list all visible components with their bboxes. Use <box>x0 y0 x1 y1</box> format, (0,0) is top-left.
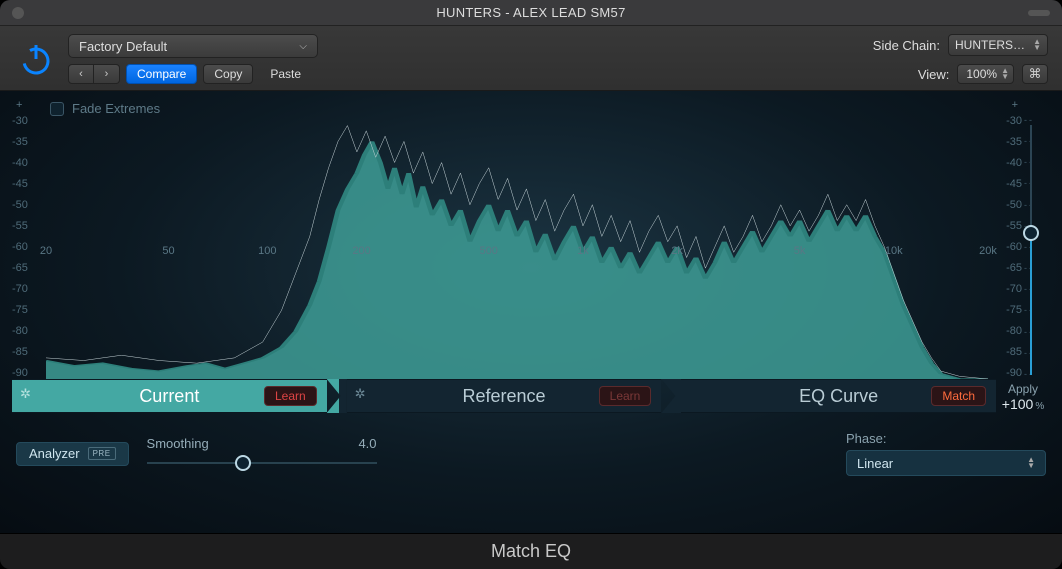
learn-button-current[interactable]: Learn <box>264 386 317 406</box>
stepper-arrows-icon: ▲▼ <box>1033 39 1041 51</box>
window-title: HUNTERS - ALEX LEAD SM57 <box>0 5 1062 20</box>
apply-slider[interactable] <box>1022 125 1040 375</box>
phase-select[interactable]: Linear ▲▼ <box>846 450 1046 476</box>
link-button[interactable]: ⌘ <box>1022 64 1048 84</box>
plugin-name-footer: Match EQ <box>0 533 1062 569</box>
preset-label: Factory Default <box>79 39 167 54</box>
gear-icon: ✲ <box>355 386 366 402</box>
smoothing-label: Smoothing <box>147 436 209 451</box>
bottom-controls: Analyzer PRE Smoothing 4.0 Phase: Linear… <box>16 431 1046 476</box>
tab-current[interactable]: ✲ Current Learn <box>12 379 327 413</box>
checkbox-icon <box>50 102 64 116</box>
tab-reference[interactable]: ✲ Reference Learn <box>347 379 662 413</box>
plus-left: + <box>16 99 22 111</box>
power-button[interactable] <box>14 34 58 84</box>
gear-icon: ✲ <box>20 386 31 402</box>
tab-eqcurve[interactable]: EQ Curve Match <box>681 379 996 413</box>
spectrum-chart[interactable]: + + Fade Extremes -30-35-40-45-50-55-60-… <box>12 97 1050 379</box>
mode-tabs: ✲ Current Learn ✲ Reference Learn EQ Cur… <box>12 379 1050 413</box>
stepper-arrows-icon: ▲▼ <box>1001 68 1009 80</box>
compare-button[interactable]: Compare <box>126 64 197 84</box>
titlebar-pill <box>1028 10 1050 16</box>
smoothing-slider[interactable] <box>147 455 377 471</box>
preset-prev-button[interactable]: ‹ <box>68 64 94 84</box>
analyzer-button[interactable]: Analyzer PRE <box>16 442 129 466</box>
link-icon: ⌘ <box>1029 66 1042 82</box>
view-label: View: <box>918 67 950 82</box>
view-zoom-stepper[interactable]: 100% ▲▼ <box>957 64 1014 84</box>
sidechain-label: Side Chain: <box>873 38 940 53</box>
sidechain-select[interactable]: HUNTERS… ▲▼ <box>948 34 1048 56</box>
match-button[interactable]: Match <box>931 386 986 406</box>
plus-right: + <box>1012 99 1018 111</box>
spectrum-svg <box>46 115 988 379</box>
smoothing-value: 4.0 <box>358 436 376 451</box>
analyzer-mode-badge: PRE <box>88 447 116 460</box>
learn-button-reference[interactable]: Learn <box>599 386 652 406</box>
preset-next-button[interactable]: › <box>94 64 120 84</box>
stepper-arrows-icon: ▲▼ <box>1027 457 1035 469</box>
apply-readout: Apply +100% <box>996 379 1050 413</box>
chevron-down-icon: ⌵ <box>299 41 307 52</box>
fade-extremes-checkbox[interactable]: Fade Extremes <box>50 101 160 116</box>
paste-button[interactable]: Paste <box>259 64 312 84</box>
toolbar: Factory Default ⌵ ‹ › Compare Copy Paste… <box>0 26 1062 91</box>
copy-button[interactable]: Copy <box>203 64 253 84</box>
smoothing-control: Smoothing 4.0 <box>147 436 377 471</box>
plugin-body: + + Fade Extremes -30-35-40-45-50-55-60-… <box>0 91 1062 533</box>
preset-select[interactable]: Factory Default ⌵ <box>68 34 318 58</box>
titlebar: HUNTERS - ALEX LEAD SM57 <box>0 0 1062 26</box>
phase-label: Phase: <box>846 431 1046 446</box>
